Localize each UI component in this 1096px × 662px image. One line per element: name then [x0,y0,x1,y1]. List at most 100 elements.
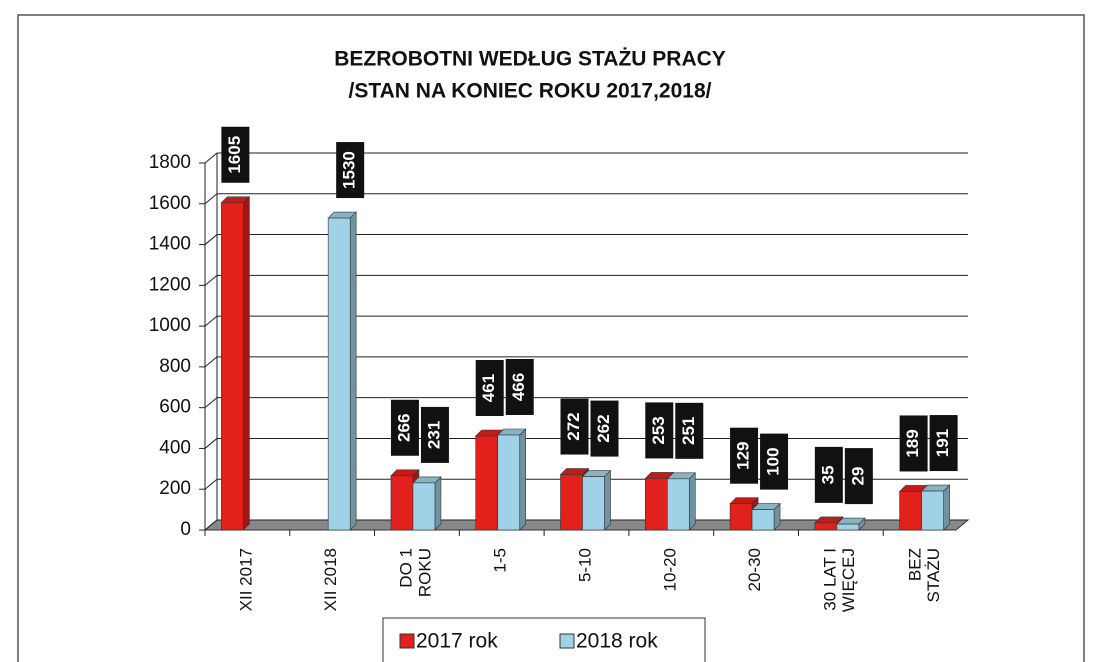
value-label: 262 [594,414,613,442]
value-label: 251 [679,417,698,445]
grid-line [204,315,218,327]
value-label: 100 [764,447,783,475]
grid-line [204,193,218,205]
value-label-box [760,433,789,490]
x-tick-label-group: 30 LAT IWIĘCEJ [821,548,859,612]
bar [729,503,753,531]
y-tick-label: 400 [159,437,191,458]
value-label: 129 [734,442,753,470]
value-label-box [590,400,619,457]
chart-subtitle: /STAN NA KONIEC ROKU 2017,2018/ [349,80,712,103]
x-tick-label: 5-10 [576,548,595,582]
x-tick-label-group: XII 2017 [237,548,256,611]
grid-line [204,397,218,409]
x-tick-label: BEZSTAŻU [906,548,944,602]
bar-side [943,484,950,531]
value-label: 189 [903,429,922,457]
bar-side [519,428,527,531]
bar [644,478,668,531]
x-tick-label: 10-20 [661,548,680,591]
x-tick-label-group: 10-20 [661,548,680,591]
value-label-box [730,427,759,484]
bar [497,434,521,531]
value-label-box [645,402,674,459]
x-tick-label-group: BEZSTAŻU [906,548,944,602]
x-tick-label: 20-30 [746,548,765,591]
y-tick-label: 800 [159,356,191,377]
y-tick-label: 600 [159,397,191,418]
value-label-box [899,415,928,472]
value-label-box [221,126,250,183]
bar-side [434,476,442,531]
chart-title: BEZROBOTNI WEDŁUG STAŻU PRACY [334,48,726,71]
value-label: 1530 [340,151,359,189]
bar [221,202,244,531]
bar [751,509,775,531]
value-label: 29 [848,467,867,486]
value-label: 231 [424,421,443,449]
legend-label: 2017 rok [416,630,498,653]
grid-line [204,478,218,490]
bar [582,476,605,531]
x-tick-label: 1-5 [491,548,510,573]
value-label-box [390,399,419,456]
y-tick-label: 1200 [149,274,191,295]
bar [475,435,499,531]
x-tick-label: DO 1ROKU [397,548,435,597]
x-tick-label: XII 2018 [322,548,341,611]
bar-side [243,196,250,531]
bar [412,482,436,531]
value-label: 461 [479,374,498,402]
legend-swatch [399,633,415,649]
legend-label: 2018 rok [576,630,658,653]
value-label-box [814,446,843,503]
value-label-box [420,406,449,463]
bar-side [349,211,357,531]
y-tick-label: 0 [180,519,191,540]
x-tick-label-group: XII 2018 [322,548,341,611]
x-tick-label-group: 5-10 [576,548,595,582]
grid-line [204,234,218,245]
value-label: 266 [394,414,413,442]
bar [560,474,583,531]
bar [390,475,414,531]
bar [899,491,922,531]
y-tick-label: 1600 [149,193,191,214]
value-label-box [675,402,704,459]
y-tick-label: 1000 [149,315,191,336]
value-label-box [336,142,365,199]
value-label-box [560,398,589,455]
bar-side [604,469,611,531]
value-label: 253 [649,416,668,444]
value-label: 466 [509,373,528,401]
value-label: 1605 [225,136,244,174]
x-tick-label: 30 LAT IWIĘCEJ [821,548,859,612]
y-tick-label: 1400 [149,234,191,255]
grid-line [204,152,218,164]
bar [666,478,690,531]
legend-swatch [559,633,575,649]
x-tick-label-group: 20-30 [746,548,765,591]
bar [814,522,838,531]
x-tick-label-group: 1-5 [491,548,510,573]
grid-line [204,438,218,449]
grid-line [204,274,218,286]
value-label-box [475,360,504,417]
grid-line [204,519,218,531]
legend-box [382,617,706,662]
value-label-box [844,448,873,505]
value-label-box [929,415,958,472]
y-tick-label: 1800 [149,152,191,173]
bar-side [688,472,696,531]
value-label: 35 [818,465,837,484]
y-tick-label: 200 [159,478,191,499]
frame [17,14,1085,662]
value-label-box [505,358,534,415]
value-label: 191 [933,429,952,457]
bar [836,523,860,531]
x-tick-label: XII 2017 [237,548,256,611]
bar [327,217,351,531]
grid-line [204,356,218,368]
bar [921,490,944,531]
